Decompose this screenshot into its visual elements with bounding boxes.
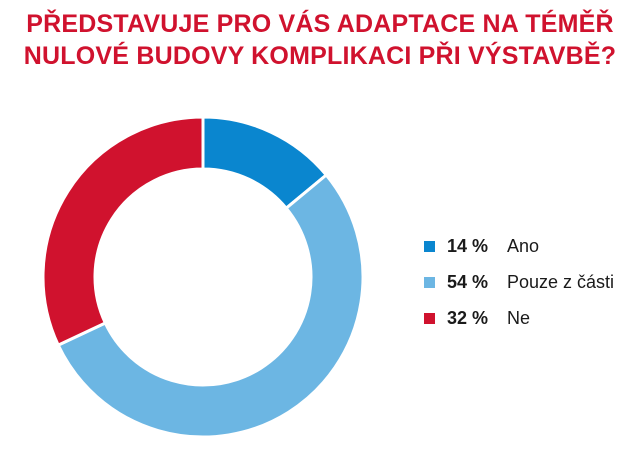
chart-title-line-2: NULOVÉ BUDOVY KOMPLIKACI PŘI VÝSTAVBĚ?	[23, 42, 617, 70]
legend-label-ano: Ano	[507, 235, 540, 256]
legend-label-ne: Ne	[507, 307, 531, 328]
legend-value-pouze-z-casti: 54 %	[447, 271, 489, 292]
legend-label-pouze-z-casti: Pouze z části	[507, 271, 615, 292]
legend-swatch-ne	[424, 312, 435, 324]
donut-slice-pouze-z-sti	[56, 172, 365, 439]
legend-swatch-pouze-z-casti	[424, 276, 435, 288]
legend-item-pouze-z-casti: 54 % Pouze z části	[424, 264, 614, 300]
legend-swatch-ano	[424, 240, 435, 252]
donut-slice-ne	[41, 115, 205, 348]
legend-value-ano: 14 %	[447, 235, 489, 256]
chart-legend: 14 % Ano 54 % Pouze z části 32 % Ne	[424, 228, 614, 336]
chart-title: PŘEDSTAVUJE PRO VÁS ADAPTACE NA TÉMĚŘ NU…	[0, 8, 640, 72]
legend-item-ano: 14 % Ano	[424, 228, 614, 264]
chart-title-line-1: PŘEDSTAVUJE PRO VÁS ADAPTACE NA TÉMĚŘ	[26, 10, 614, 38]
legend-value-ne: 32 %	[447, 307, 489, 328]
legend-item-ne: 32 % Ne	[424, 300, 614, 336]
